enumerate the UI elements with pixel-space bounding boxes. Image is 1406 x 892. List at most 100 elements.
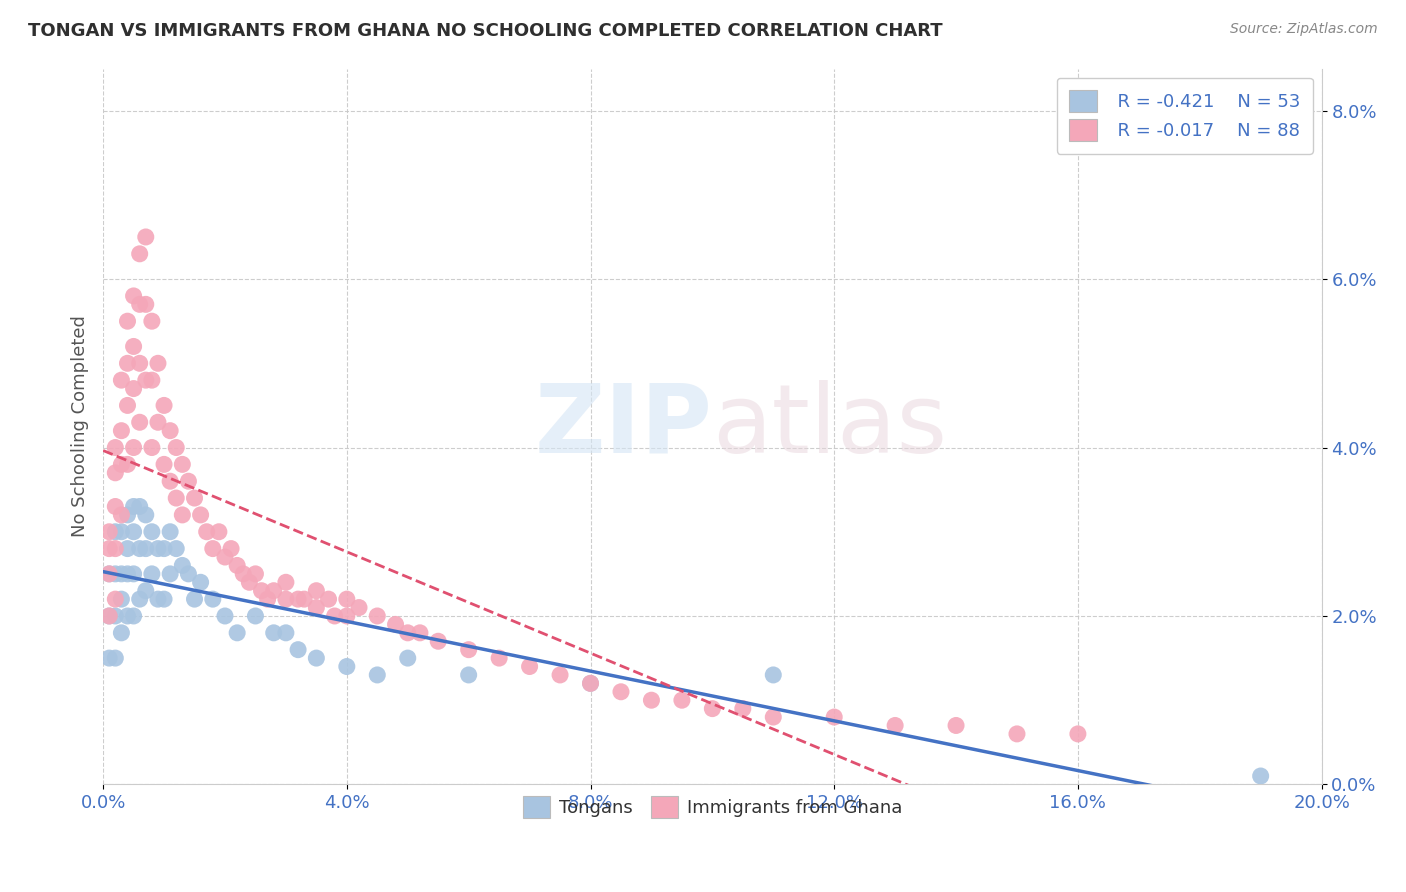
- Point: [128, 541, 150, 556]
- Point: [122, 382, 145, 396]
- Point: [98, 566, 121, 581]
- Point: [117, 541, 139, 556]
- Point: [177, 566, 200, 581]
- Point: [214, 609, 236, 624]
- Point: [366, 609, 388, 624]
- Point: [201, 541, 224, 556]
- Point: [702, 701, 724, 715]
- Point: [153, 458, 176, 472]
- Point: [274, 592, 297, 607]
- Point: [153, 541, 176, 556]
- Point: [519, 659, 541, 673]
- Point: [110, 625, 132, 640]
- Point: [183, 592, 205, 607]
- Point: [396, 625, 419, 640]
- Point: [579, 676, 602, 690]
- Point: [117, 609, 139, 624]
- Point: [98, 651, 121, 665]
- Point: [98, 609, 121, 624]
- Point: [153, 399, 176, 413]
- Point: [141, 441, 163, 455]
- Point: [945, 718, 967, 732]
- Point: [274, 575, 297, 590]
- Point: [366, 668, 388, 682]
- Point: [177, 474, 200, 488]
- Point: [159, 524, 181, 539]
- Point: [165, 441, 187, 455]
- Point: [384, 617, 406, 632]
- Point: [104, 651, 127, 665]
- Y-axis label: No Schooling Completed: No Schooling Completed: [72, 316, 89, 537]
- Legend: Tongans, Immigrants from Ghana: Tongans, Immigrants from Ghana: [516, 789, 910, 825]
- Point: [183, 491, 205, 505]
- Point: [141, 314, 163, 328]
- Point: [305, 583, 328, 598]
- Point: [195, 524, 218, 539]
- Point: [250, 583, 273, 598]
- Point: [117, 508, 139, 522]
- Text: TONGAN VS IMMIGRANTS FROM GHANA NO SCHOOLING COMPLETED CORRELATION CHART: TONGAN VS IMMIGRANTS FROM GHANA NO SCHOO…: [28, 22, 943, 40]
- Point: [98, 566, 121, 581]
- Point: [190, 508, 212, 522]
- Point: [640, 693, 662, 707]
- Point: [457, 642, 479, 657]
- Point: [122, 500, 145, 514]
- Point: [122, 441, 145, 455]
- Point: [141, 566, 163, 581]
- Point: [396, 651, 419, 665]
- Point: [122, 339, 145, 353]
- Point: [232, 566, 254, 581]
- Point: [104, 541, 127, 556]
- Point: [104, 466, 127, 480]
- Point: [104, 524, 127, 539]
- Point: [117, 399, 139, 413]
- Point: [263, 583, 285, 598]
- Point: [135, 508, 157, 522]
- Point: [153, 592, 176, 607]
- Point: [117, 356, 139, 370]
- Point: [110, 524, 132, 539]
- Point: [671, 693, 693, 707]
- Point: [287, 642, 309, 657]
- Point: [245, 566, 267, 581]
- Point: [128, 500, 150, 514]
- Point: [165, 491, 187, 505]
- Point: [1067, 727, 1090, 741]
- Point: [263, 625, 285, 640]
- Point: [135, 230, 157, 244]
- Text: ZIP: ZIP: [534, 380, 713, 473]
- Point: [135, 297, 157, 311]
- Point: [274, 625, 297, 640]
- Point: [110, 458, 132, 472]
- Point: [488, 651, 510, 665]
- Point: [548, 668, 571, 682]
- Text: atlas: atlas: [713, 380, 948, 473]
- Point: [323, 609, 346, 624]
- Point: [219, 541, 242, 556]
- Point: [128, 297, 150, 311]
- Point: [238, 575, 260, 590]
- Point: [336, 609, 359, 624]
- Point: [226, 625, 249, 640]
- Point: [172, 508, 194, 522]
- Point: [579, 676, 602, 690]
- Point: [128, 247, 150, 261]
- Point: [226, 558, 249, 573]
- Point: [305, 600, 328, 615]
- Point: [117, 314, 139, 328]
- Point: [287, 592, 309, 607]
- Point: [1250, 769, 1272, 783]
- Point: [98, 524, 121, 539]
- Point: [245, 609, 267, 624]
- Point: [610, 685, 633, 699]
- Point: [146, 592, 169, 607]
- Point: [256, 592, 278, 607]
- Point: [122, 289, 145, 303]
- Point: [336, 592, 359, 607]
- Point: [104, 500, 127, 514]
- Point: [731, 701, 754, 715]
- Point: [457, 668, 479, 682]
- Point: [104, 592, 127, 607]
- Point: [104, 609, 127, 624]
- Point: [159, 566, 181, 581]
